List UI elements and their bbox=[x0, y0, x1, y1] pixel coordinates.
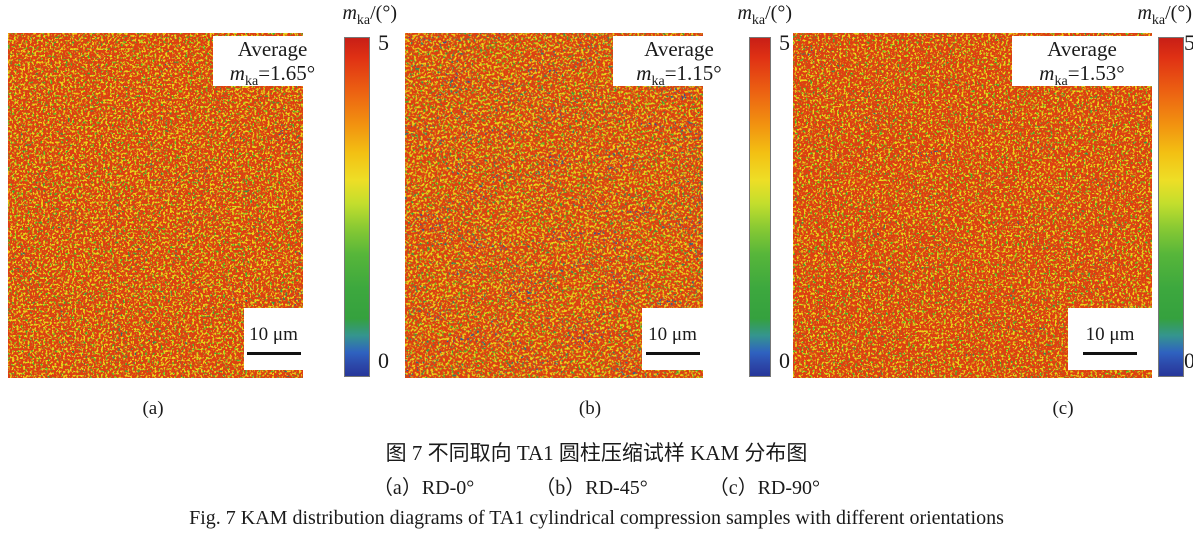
average-title: Average bbox=[237, 36, 308, 61]
panel-label-b: (b) bbox=[578, 398, 602, 419]
colorbar-unit: /(°) bbox=[370, 2, 397, 24]
figure-caption-chinese: 图 7 不同取向 TA1 圆柱压缩试样 KAM 分布图 bbox=[385, 441, 808, 465]
average-box-rd90: Average mka=1.53° bbox=[1012, 36, 1152, 89]
colorbar-rd90 bbox=[1158, 37, 1184, 377]
average-box-rd0: Average mka=1.65° bbox=[213, 36, 332, 89]
colorbar-max-label: 5 bbox=[1184, 30, 1193, 55]
scale-bar-line bbox=[645, 351, 700, 355]
panel-label-c: (c) bbox=[1052, 398, 1074, 419]
m-subscript: ka bbox=[356, 13, 371, 28]
m-symbol: m bbox=[1039, 61, 1055, 85]
scale-bar-label: 10 μm bbox=[1085, 323, 1135, 345]
colorbar-min-label: 0 bbox=[779, 348, 790, 373]
subcaption-rd90: （c）RD-90° bbox=[708, 477, 821, 499]
figure-caption-english: Fig. 7 KAM distribution diagrams of TA1 … bbox=[189, 507, 1004, 529]
scale-bar-box-rd90: 10 μm bbox=[1068, 308, 1152, 370]
colorbar-rd0 bbox=[344, 37, 370, 377]
m-subscript: ka bbox=[1054, 74, 1068, 90]
average-kam-value: mka=1.15° bbox=[636, 61, 722, 89]
kam-value-text: =1.53° bbox=[1067, 61, 1125, 85]
figure-subcaption: （a）RD-0° （b）RD-45° （c）RD-90° bbox=[0, 471, 1193, 500]
scale-bar-label: 10 μm bbox=[249, 323, 298, 345]
m-symbol: m bbox=[229, 61, 245, 85]
colorbar-title-rd45: mka/(°) bbox=[682, 2, 792, 28]
m-subscript: ka bbox=[751, 13, 766, 28]
subcaption-rd0: （a）RD-0° bbox=[372, 477, 475, 499]
m-symbol: m bbox=[342, 2, 357, 24]
average-kam-value: mka=1.53° bbox=[1039, 61, 1125, 89]
colorbar-max-label: 5 bbox=[378, 30, 389, 55]
scale-bar-line bbox=[1083, 351, 1137, 355]
m-symbol: m bbox=[636, 61, 652, 85]
scale-bar-box-rd0: 10 μm bbox=[244, 308, 303, 370]
subcaption-rd45: （b）RD-45° bbox=[535, 477, 648, 499]
colorbar-min-label: 0 bbox=[1184, 348, 1193, 373]
scale-bar-box-rd45: 10 μm bbox=[642, 308, 703, 370]
average-title: Average bbox=[1047, 36, 1117, 61]
kam-value-text: =1.15° bbox=[664, 61, 722, 85]
m-symbol: m bbox=[1137, 2, 1152, 24]
panel-label-a: (a) bbox=[142, 398, 164, 419]
colorbar-title-rd0: mka/(°) bbox=[287, 2, 397, 28]
average-title: Average bbox=[644, 36, 714, 61]
scale-bar-line bbox=[246, 351, 301, 355]
colorbar-max-label: 5 bbox=[779, 30, 790, 55]
colorbar-unit: /(°) bbox=[1165, 2, 1192, 24]
average-kam-value: mka=1.65° bbox=[229, 61, 316, 89]
m-subscript: ka bbox=[651, 74, 665, 90]
colorbar-unit: /(°) bbox=[765, 2, 792, 24]
colorbar-rd45 bbox=[749, 37, 771, 377]
average-box-rd45: Average mka=1.15° bbox=[613, 36, 745, 89]
m-subscript: ka bbox=[244, 74, 259, 90]
scale-bar-label: 10 μm bbox=[648, 323, 697, 345]
m-subscript: ka bbox=[1151, 13, 1166, 28]
kam-value-text: =1.65° bbox=[258, 61, 316, 85]
colorbar-min-label: 0 bbox=[378, 348, 389, 373]
colorbar-title-rd90: mka/(°) bbox=[1082, 2, 1192, 28]
m-symbol: m bbox=[737, 2, 752, 24]
